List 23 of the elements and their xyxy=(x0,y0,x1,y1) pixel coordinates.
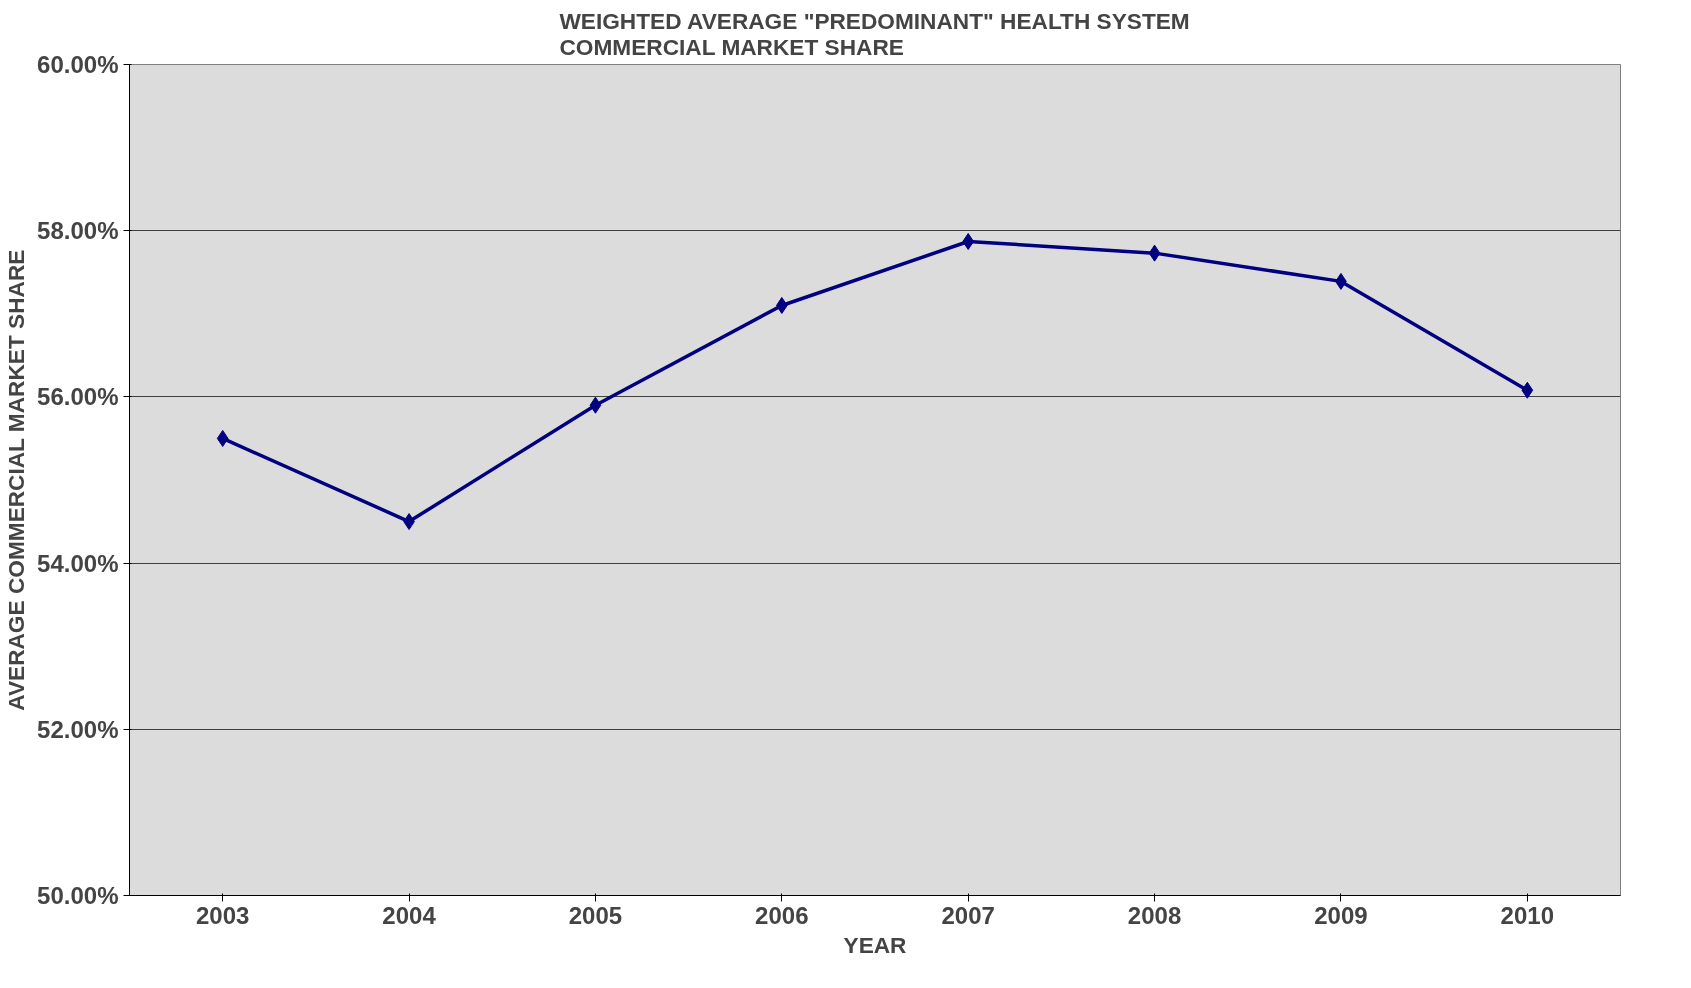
point xyxy=(216,429,229,447)
y-axis-title: AVERAGE COMMERCIAL MARKET SHARE xyxy=(3,249,30,711)
x-axis-title: YEAR xyxy=(843,931,907,958)
point xyxy=(962,233,975,250)
y-tick-label: 50.00% xyxy=(37,882,119,909)
y-tick-label: 58.00% xyxy=(37,217,119,245)
point xyxy=(775,296,788,314)
point xyxy=(589,396,602,414)
y-tick-label: 60.00% xyxy=(37,51,119,78)
x-tick-label: 2004 xyxy=(382,901,437,929)
point xyxy=(1148,244,1161,262)
y-tick-label: 52.00% xyxy=(37,715,119,743)
chart-title: WEIGHTED AVERAGE "PREDOMINANT" HEALTH SYSTEM COMMERCIAL MARKET SHARE xyxy=(559,7,1190,60)
x-tick-label: 2009 xyxy=(1314,901,1368,929)
x-tick-label: 2005 xyxy=(568,901,623,929)
x-tick-label: 2010 xyxy=(1500,901,1555,929)
y-tick-label: 56.00% xyxy=(37,383,119,411)
x-tick-label: 2008 xyxy=(1127,901,1182,929)
x-tick-label: 2003 xyxy=(195,901,250,929)
x-tick-label: 2007 xyxy=(941,901,995,929)
point xyxy=(1521,381,1534,399)
x-tick-label: 2006 xyxy=(755,901,809,929)
y-tick-label: 54.00% xyxy=(37,549,119,577)
